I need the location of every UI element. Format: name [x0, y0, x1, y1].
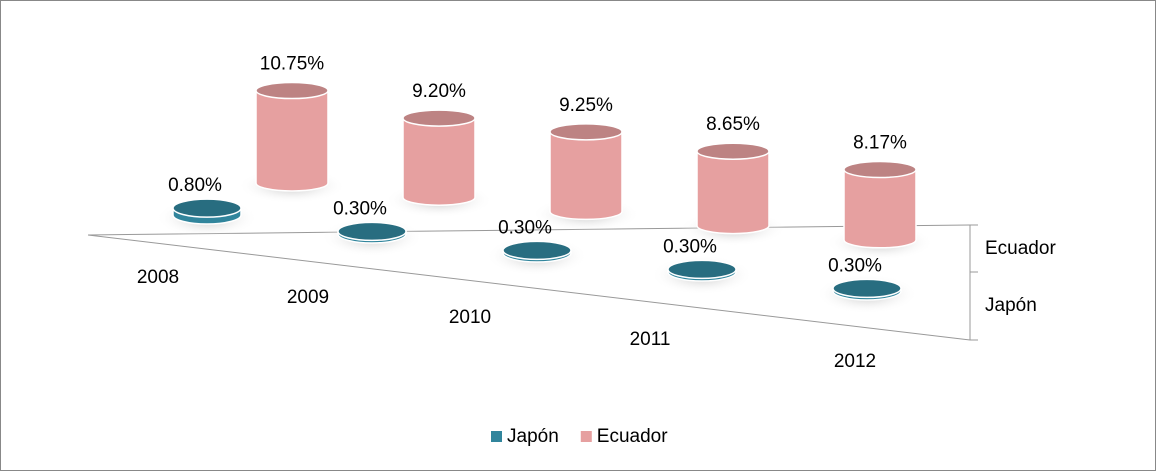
cylinder [255, 81, 329, 192]
cylinder-body [255, 89, 329, 192]
legend-swatch [491, 431, 502, 442]
data-label: 0.30% [828, 255, 882, 276]
cylinder [402, 109, 476, 206]
cylinder-body [696, 150, 770, 235]
cylinder-top [843, 160, 917, 179]
data-label: 9.20% [412, 81, 466, 102]
data-label: 8.17% [853, 133, 907, 154]
cylinder-body [549, 131, 623, 221]
cylinder [549, 123, 623, 221]
data-label: 10.75% [260, 54, 325, 75]
cylinder [843, 160, 917, 249]
cylinder-top [502, 240, 572, 261]
cylinder-top [667, 259, 737, 280]
cylinder-top [337, 221, 407, 242]
data-label: 9.25% [559, 95, 613, 116]
cylinder [667, 259, 737, 282]
cylinder-top [172, 198, 242, 218]
x-tick-label: 2012 [834, 351, 876, 372]
cylinder-body [843, 168, 917, 249]
x-tick-label: 2009 [287, 287, 329, 308]
cylinder-top [696, 142, 770, 160]
x-tick-label: 2010 [449, 307, 491, 328]
x-tick-label: 2008 [137, 267, 179, 288]
cylinder-top [832, 278, 902, 299]
depth-tick-label: Japón [985, 295, 1037, 316]
data-label: 8.65% [706, 114, 760, 135]
legend-swatch [580, 431, 592, 442]
data-label: 0.30% [498, 217, 552, 238]
cylinder [696, 142, 770, 235]
cylinder [337, 221, 407, 244]
data-label: 0.30% [663, 236, 717, 257]
data-label: 0.80% [168, 175, 222, 196]
cylinder [502, 240, 572, 263]
cylinder [172, 198, 242, 225]
cylinder-top [255, 81, 329, 100]
cylinder-top [402, 109, 476, 127]
depth-tick-label: Ecuador [985, 238, 1056, 259]
cylinder-body [402, 117, 476, 206]
cylinder [832, 278, 902, 301]
cylinder-top [549, 123, 623, 141]
data-label: 0.30% [333, 198, 387, 219]
x-tick-label: 2011 [630, 329, 671, 350]
legend-label: Japón [507, 426, 559, 447]
legend-label: Ecuador [597, 426, 668, 447]
